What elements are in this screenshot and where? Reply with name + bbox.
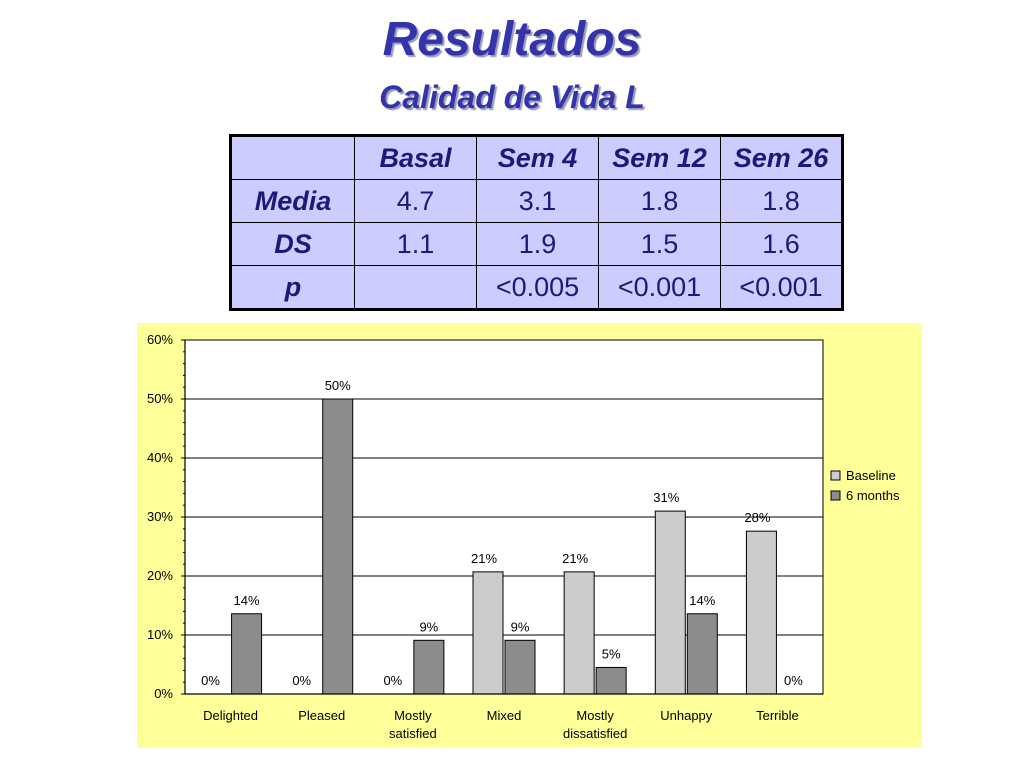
y-tick-label: 50%	[147, 391, 173, 406]
x-tick-label: Unhappy	[660, 708, 713, 723]
data-label: 14%	[689, 593, 715, 608]
slide-subtitle: Calidad de Vida L	[379, 79, 645, 115]
y-tick-label: 20%	[147, 568, 173, 583]
data-label: 9%	[511, 619, 530, 634]
bar	[472, 571, 504, 695]
table-cell	[354, 265, 477, 310]
table-cell: 4.7	[354, 179, 477, 223]
table-cell: <0.001	[598, 265, 721, 310]
table-header-cell: Sem 12	[598, 135, 721, 180]
table-header-cell	[230, 135, 355, 180]
data-label: 0%	[383, 673, 402, 688]
x-tick-label: Delighted	[203, 708, 258, 723]
slide-title: Resultados	[382, 13, 642, 66]
y-tick-label: 60%	[147, 332, 173, 347]
y-tick-label: 40%	[147, 450, 173, 465]
bar	[322, 398, 354, 695]
table-cell: 1.9	[476, 222, 599, 266]
table-cell: 1.5	[598, 222, 721, 266]
data-label: 21%	[562, 551, 588, 566]
table-row: p <0.005 <0.001 <0.001	[230, 265, 843, 310]
data-label: 50%	[325, 378, 351, 393]
bar	[563, 571, 595, 695]
legend-label: 6 months	[846, 488, 900, 503]
table-cell: <0.001	[720, 265, 843, 310]
table-row: Media 4.7 3.1 1.8 1.8	[230, 179, 843, 223]
data-label: 0%	[201, 673, 220, 688]
x-tick-label: dissatisfied	[563, 726, 627, 741]
data-label: 5%	[602, 646, 621, 661]
x-tick-label: Mixed	[487, 708, 522, 723]
table-header-cell: Basal	[354, 135, 477, 180]
data-label: 21%	[471, 551, 497, 566]
row-label: DS	[230, 222, 355, 266]
table-header-row: Basal Sem 4 Sem 12 Sem 26	[230, 135, 843, 180]
bar	[413, 639, 445, 695]
data-label: 0%	[784, 673, 803, 688]
x-tick-label: satisfied	[389, 726, 437, 741]
table-cell: <0.005	[476, 265, 599, 310]
data-label: 0%	[292, 673, 311, 688]
row-label: p	[230, 265, 355, 310]
bar	[654, 510, 686, 695]
bar	[745, 530, 777, 695]
table-header-cell: Sem 26	[720, 135, 843, 180]
bar	[231, 613, 263, 695]
x-tick-label: Pleased	[298, 708, 345, 723]
x-tick-label: Mostly	[394, 708, 432, 723]
table-header-cell: Sem 4	[476, 135, 599, 180]
bar	[686, 613, 718, 695]
legend-swatch	[830, 490, 841, 501]
data-label: 14%	[234, 593, 260, 608]
data-label: 28%	[744, 510, 770, 525]
chart-area: 0% 10% 20% 30% 40% 50% 60% 0% 0% 0% 21% 21% 31% 28% 14…	[137, 323, 922, 748]
legend-label: Baseline	[846, 468, 896, 483]
bar-chart: 0% 10% 20% 30% 40% 50% 60% 0% 0% 0% 21% 21% 31% 28% 14…	[147, 332, 900, 741]
table-cell: 3.1	[476, 179, 599, 223]
x-tick-label: Terrible	[756, 708, 799, 723]
row-label: Media	[230, 179, 355, 223]
y-tick-label: 10%	[147, 627, 173, 642]
bar	[504, 639, 536, 695]
bar	[595, 666, 627, 695]
table-cell: 1.1	[354, 222, 477, 266]
stats-table: Basal Sem 4 Sem 12 Sem 26 Media 4.7 3.1 …	[229, 134, 844, 311]
y-tick-label: 30%	[147, 509, 173, 524]
table-cell: 1.8	[720, 179, 843, 223]
table-cell: 1.6	[720, 222, 843, 266]
table-row: DS 1.1 1.9 1.5 1.6	[230, 222, 843, 266]
x-tick-label: Mostly	[576, 708, 614, 723]
data-label: 9%	[419, 619, 438, 634]
y-tick-label: 0%	[154, 686, 173, 701]
data-label: 31%	[653, 490, 679, 505]
legend-swatch	[830, 470, 841, 481]
plot-border	[184, 339, 824, 695]
table-cell: 1.8	[598, 179, 721, 223]
